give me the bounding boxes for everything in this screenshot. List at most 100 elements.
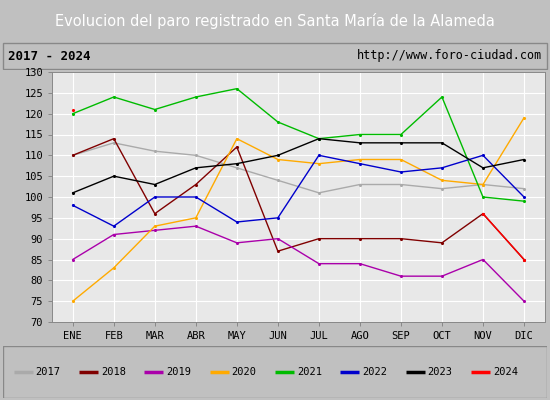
2019	[480, 257, 486, 262]
2017	[151, 149, 158, 154]
Line: 2020: 2020	[71, 116, 526, 303]
2021	[356, 132, 363, 137]
2023	[521, 157, 527, 162]
2019	[192, 224, 199, 228]
2019	[439, 274, 446, 278]
Line: 2021: 2021	[71, 87, 526, 203]
2020	[111, 266, 117, 270]
2023	[234, 161, 240, 166]
2021	[439, 94, 446, 99]
Text: 2022: 2022	[362, 367, 387, 377]
2020	[234, 136, 240, 141]
2023	[316, 136, 322, 141]
2021	[69, 111, 76, 116]
2017	[398, 182, 404, 187]
Text: 2017 - 2024: 2017 - 2024	[8, 50, 91, 62]
2022	[439, 166, 446, 170]
2023	[192, 166, 199, 170]
2019	[111, 232, 117, 237]
2019	[234, 240, 240, 245]
2022	[192, 194, 199, 199]
2017	[521, 186, 527, 191]
2023	[439, 140, 446, 145]
2024	[480, 211, 486, 216]
2024	[521, 257, 527, 262]
2020	[480, 182, 486, 187]
Text: 2017: 2017	[35, 367, 60, 377]
2019	[151, 228, 158, 233]
2020	[398, 157, 404, 162]
2021	[151, 107, 158, 112]
2018	[111, 136, 117, 141]
2023	[356, 140, 363, 145]
Text: 2019: 2019	[166, 367, 191, 377]
2022	[356, 161, 363, 166]
Line: 2022: 2022	[71, 154, 526, 228]
2017	[69, 153, 76, 158]
2017	[316, 190, 322, 195]
2021	[234, 86, 240, 91]
2021	[480, 194, 486, 199]
2022	[480, 153, 486, 158]
2022	[274, 216, 281, 220]
2022	[69, 203, 76, 208]
2017	[192, 153, 199, 158]
2017	[439, 186, 446, 191]
2017	[274, 178, 281, 183]
2018	[192, 182, 199, 187]
2022	[111, 224, 117, 228]
Text: 2018: 2018	[101, 367, 126, 377]
2017	[480, 182, 486, 187]
2023	[111, 174, 117, 178]
2021	[521, 199, 527, 204]
2023	[398, 140, 404, 145]
Line: 2019: 2019	[71, 224, 526, 303]
2022	[234, 220, 240, 224]
2021	[192, 94, 199, 99]
2022	[151, 194, 158, 199]
Text: 2020: 2020	[232, 367, 256, 377]
2020	[521, 116, 527, 120]
2018	[274, 249, 281, 254]
2019	[398, 274, 404, 278]
2018	[356, 236, 363, 241]
2021	[398, 132, 404, 137]
Line: 2017: 2017	[71, 141, 526, 194]
2020	[274, 157, 281, 162]
Text: 2023: 2023	[427, 367, 453, 377]
2019	[316, 261, 322, 266]
2018	[234, 144, 240, 149]
2021	[274, 120, 281, 124]
2022	[398, 170, 404, 174]
Line: 2024: 2024	[481, 212, 526, 261]
2021	[111, 94, 117, 99]
2018	[398, 236, 404, 241]
2022	[521, 194, 527, 199]
Text: 2021: 2021	[297, 367, 322, 377]
2017	[356, 182, 363, 187]
2021	[316, 136, 322, 141]
2020	[439, 178, 446, 183]
2020	[192, 216, 199, 220]
2020	[356, 157, 363, 162]
Line: 2023: 2023	[71, 137, 526, 194]
2018	[480, 211, 486, 216]
2023	[274, 153, 281, 158]
Text: 2024: 2024	[493, 367, 518, 377]
2020	[316, 161, 322, 166]
Line: 2018: 2018	[71, 137, 526, 261]
2018	[439, 240, 446, 245]
2017	[111, 140, 117, 145]
2020	[151, 224, 158, 228]
2018	[316, 236, 322, 241]
2018	[521, 257, 527, 262]
Text: Evolucion del paro registrado en Santa María de la Alameda: Evolucion del paro registrado en Santa M…	[55, 13, 495, 29]
2023	[480, 166, 486, 170]
2019	[69, 257, 76, 262]
Text: http://www.foro-ciudad.com: http://www.foro-ciudad.com	[356, 50, 542, 62]
2017	[234, 166, 240, 170]
2019	[356, 261, 363, 266]
2018	[151, 211, 158, 216]
2022	[316, 153, 322, 158]
2023	[151, 182, 158, 187]
